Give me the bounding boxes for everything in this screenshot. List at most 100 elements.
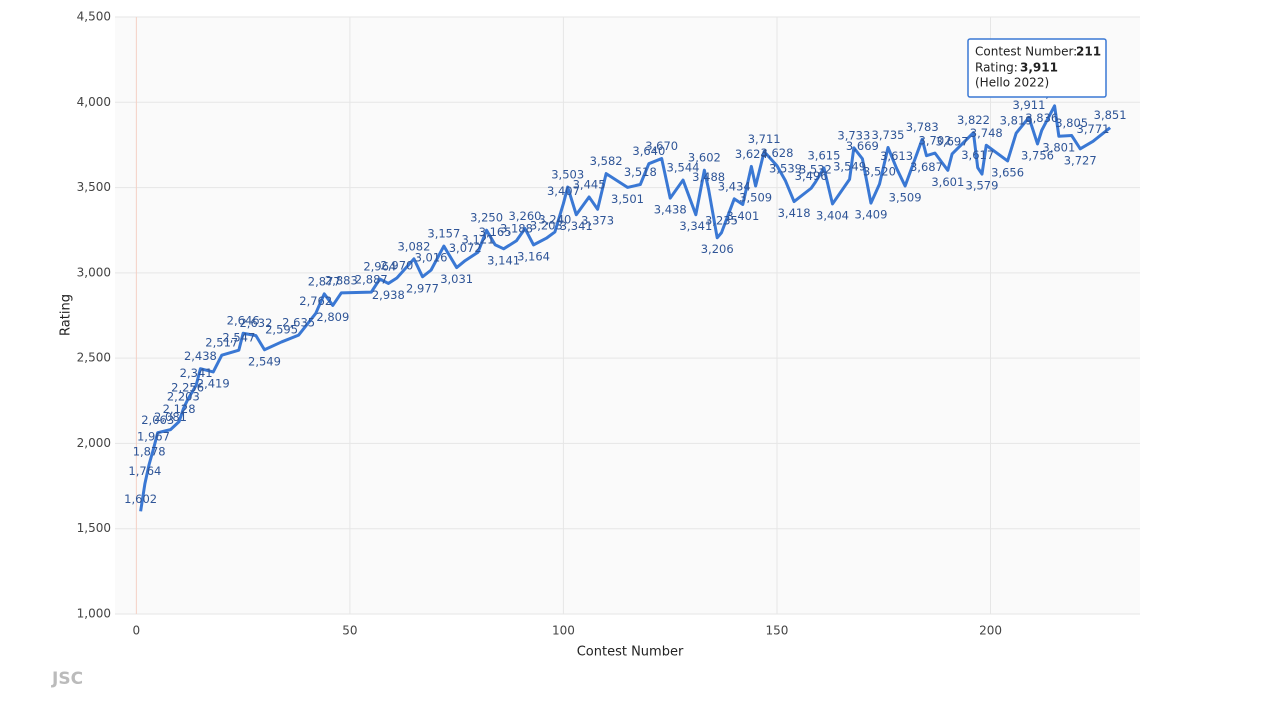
data-label: 3,544: [667, 161, 700, 175]
data-label: 3,373: [581, 214, 614, 228]
data-label: 2,595: [265, 322, 298, 336]
data-label: 2,341: [180, 366, 213, 380]
data-label: 1,602: [124, 492, 157, 506]
data-label: 3,235: [705, 213, 738, 227]
data-label: 3,434: [718, 179, 751, 193]
data-label: 3,602: [688, 151, 721, 165]
y-tick-label: 3,000: [77, 265, 111, 279]
data-label: 3,260: [509, 209, 542, 223]
tooltip-event: (Hello 2022): [975, 76, 1049, 90]
data-label: 3,687: [910, 160, 943, 174]
data-label: 3,121: [462, 233, 495, 247]
data-label: 3,206: [701, 242, 734, 256]
data-label: 3,801: [1042, 141, 1075, 155]
tooltip-x-title: Contest Number:: [975, 45, 1077, 59]
data-label: 3,401: [726, 209, 759, 223]
data-label: 2,256: [171, 380, 204, 394]
data-label: 3,418: [778, 206, 811, 220]
data-label: 2,517: [205, 336, 238, 350]
data-label: 3,409: [854, 208, 887, 222]
tooltip-y: 3,911: [1020, 61, 1058, 75]
data-label: 2,977: [406, 281, 439, 295]
data-label: 3,341: [679, 219, 712, 233]
data-label: 3,711: [748, 132, 781, 146]
data-label: 3,501: [611, 192, 644, 206]
data-label: 2,635: [282, 316, 315, 330]
data-label: 3,016: [415, 251, 448, 265]
data-label: 3,031: [440, 272, 473, 286]
tooltip-x: 211: [1076, 45, 1101, 59]
data-label: 3,165: [479, 225, 512, 239]
data-label: 3,496: [795, 169, 828, 183]
logo: JSC: [51, 669, 83, 689]
data-label: 3,727: [1064, 153, 1097, 167]
data-label: 3,822: [957, 113, 990, 127]
x-tick-label: 0: [133, 624, 141, 638]
data-label: 3,733: [837, 128, 870, 142]
data-label: 3,613: [880, 149, 913, 163]
y-tick-label: 4,500: [77, 10, 111, 24]
data-label: 2,419: [197, 376, 230, 390]
data-label: 3,756: [1021, 148, 1054, 162]
data-label: 2,081: [154, 410, 187, 424]
data-label: 3,579: [966, 179, 999, 193]
data-label: 3,615: [807, 148, 840, 162]
data-label: 3,702: [919, 134, 952, 148]
data-label: 3,520: [863, 165, 896, 179]
data-label: 3,783: [906, 120, 939, 134]
y-tick-label: 2,000: [77, 436, 111, 450]
data-label: 3,640: [632, 144, 665, 158]
data-label: 3,601: [931, 175, 964, 189]
data-label: 2,063: [141, 413, 174, 427]
data-label: 3,771: [1077, 122, 1110, 136]
data-label: 3,656: [991, 165, 1024, 179]
x-tick-label: 150: [766, 624, 789, 638]
data-label: 2,964: [363, 259, 396, 273]
data-label: 3,082: [397, 239, 430, 253]
data-label: 3,697: [936, 134, 969, 148]
tooltip-y-title: Rating:: [975, 61, 1018, 75]
x-tick-label: 50: [342, 624, 357, 638]
data-label: 3,582: [590, 154, 623, 168]
data-label: 3,488: [692, 170, 725, 184]
data-label: 2,203: [167, 389, 200, 403]
y-axis-title: Rating: [59, 294, 74, 336]
y-tick-label: 4,000: [77, 95, 111, 109]
y-tick-label: 2,500: [77, 351, 111, 365]
tooltip-box: [967, 38, 1107, 98]
data-label: 2,549: [248, 354, 281, 368]
data-label: 3,509: [739, 191, 772, 205]
x-tick-label: 100: [552, 624, 575, 638]
data-label: 2,632: [239, 316, 272, 330]
data-label: 3,518: [624, 165, 657, 179]
data-label: 3,240: [538, 212, 571, 226]
series-line: [139, 104, 1112, 512]
data-label: 3,851: [1094, 108, 1127, 122]
data-label: 3,141: [487, 253, 520, 267]
data-label: 2,809: [316, 310, 349, 324]
x-tick-label: 200: [979, 624, 1002, 638]
data-label: 3,341: [560, 219, 593, 233]
data-label: 3,404: [816, 208, 849, 222]
data-label: 3,203: [530, 219, 563, 233]
data-label: 2,883: [325, 273, 358, 287]
y-tick-label: 1,500: [77, 521, 111, 535]
data-label: 3,503: [551, 168, 584, 182]
data-label: 3,624: [735, 147, 768, 161]
data-label: 3,539: [769, 161, 802, 175]
data-label: 2,646: [227, 314, 260, 328]
data-label: 3,805: [1055, 116, 1088, 130]
data-label: 2,938: [372, 288, 405, 302]
data-label: 3,735: [872, 128, 905, 142]
data-label: 3,250: [470, 211, 503, 225]
data-label: 2,128: [163, 402, 196, 416]
data-label: 3,617: [961, 148, 994, 162]
data-label: 2,438: [184, 349, 217, 363]
data-label: 3,549: [833, 160, 866, 174]
data-label: 3,445: [573, 177, 606, 191]
data-label: 3,188: [500, 221, 533, 235]
data-label: 3,836: [1025, 111, 1058, 125]
data-label: 2,887: [355, 273, 388, 287]
data-label: 2,762: [299, 294, 332, 308]
data-label: 3,072: [449, 241, 482, 255]
